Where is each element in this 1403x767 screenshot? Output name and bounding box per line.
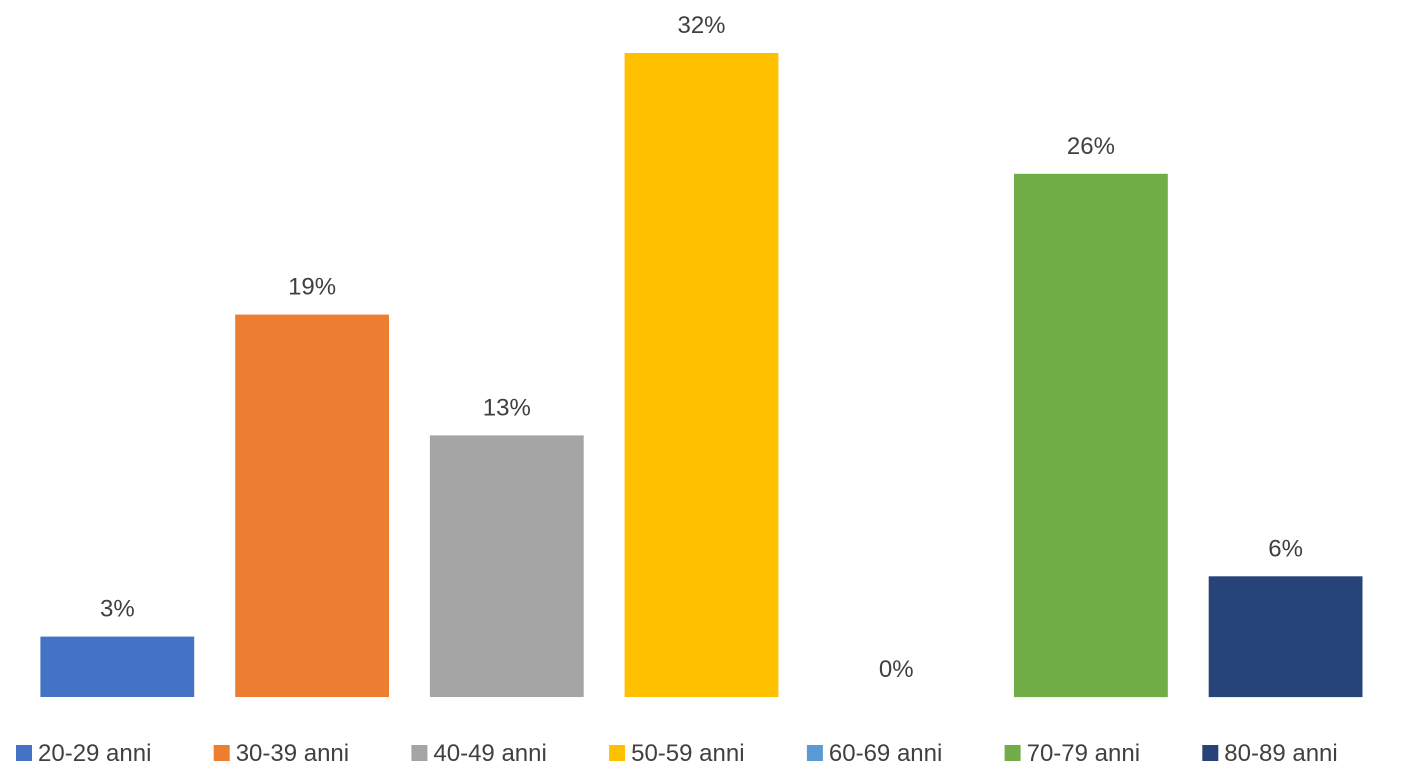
- legend-swatch-60-69-anni: [806, 745, 823, 761]
- legend-label-30-39-anni: 30-39 anni: [236, 740, 349, 767]
- data-label-50-59-anni: 32%: [677, 12, 725, 39]
- legend-swatch-70-79-anni: [1004, 745, 1021, 761]
- legend-swatch-20-29-anni: [16, 745, 32, 761]
- legend-item-40-49-anni: 40-49 anni: [411, 740, 547, 767]
- data-label-70-79-anni: 26%: [1067, 133, 1115, 160]
- legend-label-60-69-anni: 60-69 anni: [829, 740, 942, 767]
- bar-20-29-anni: [40, 636, 195, 697]
- data-label-60-69-anni: 0%: [879, 656, 914, 683]
- legend-label-20-29-anni: 20-29 anni: [38, 740, 151, 767]
- data-labels-group: 3% 19% 13% 32% 0% 26% 6%: [100, 12, 1303, 683]
- data-label-80-89-anni: 6%: [1268, 535, 1303, 562]
- bar-80-89-anni: [1208, 576, 1363, 698]
- legend-item-20-29-anni: 20-29 anni: [16, 740, 151, 767]
- bar-30-39-anni: [235, 314, 389, 697]
- bars-group: [40, 53, 1363, 698]
- legend: 20-29 anni 30-39 anni 40-49 anni 50-59 anni…: [16, 740, 1338, 767]
- legend-swatch-40-49-anni: [411, 745, 428, 761]
- bar-50-59-anni: [624, 53, 779, 697]
- legend-item-80-89-anni: 80-89 anni: [1202, 740, 1338, 767]
- data-label-20-29-anni: 3%: [100, 596, 135, 623]
- legend-item-50-59-anni: 50-59 anni: [609, 740, 745, 767]
- legend-item-70-79-anni: 70-79 anni: [1004, 740, 1140, 767]
- legend-label-70-79-anni: 70-79 anni: [1027, 740, 1140, 767]
- bar-70-79-anni: [1014, 173, 1168, 698]
- legend-label-50-59-anni: 50-59 anni: [631, 740, 744, 767]
- legend-swatch-50-59-anni: [609, 745, 626, 761]
- legend-label-80-89-anni: 80-89 anni: [1224, 740, 1337, 767]
- data-label-40-49-anni: 13%: [483, 394, 531, 421]
- legend-item-30-39-anni: 30-39 anni: [213, 740, 349, 767]
- legend-label-40-49-anni: 40-49 anni: [433, 740, 546, 767]
- data-label-30-39-anni: 19%: [288, 274, 336, 301]
- legend-swatch-80-89-anni: [1202, 745, 1219, 761]
- bar-40-49-anni: [429, 435, 584, 697]
- legend-swatch-30-39-anni: [213, 745, 230, 761]
- legend-item-60-69-anni: 60-69 anni: [806, 740, 942, 767]
